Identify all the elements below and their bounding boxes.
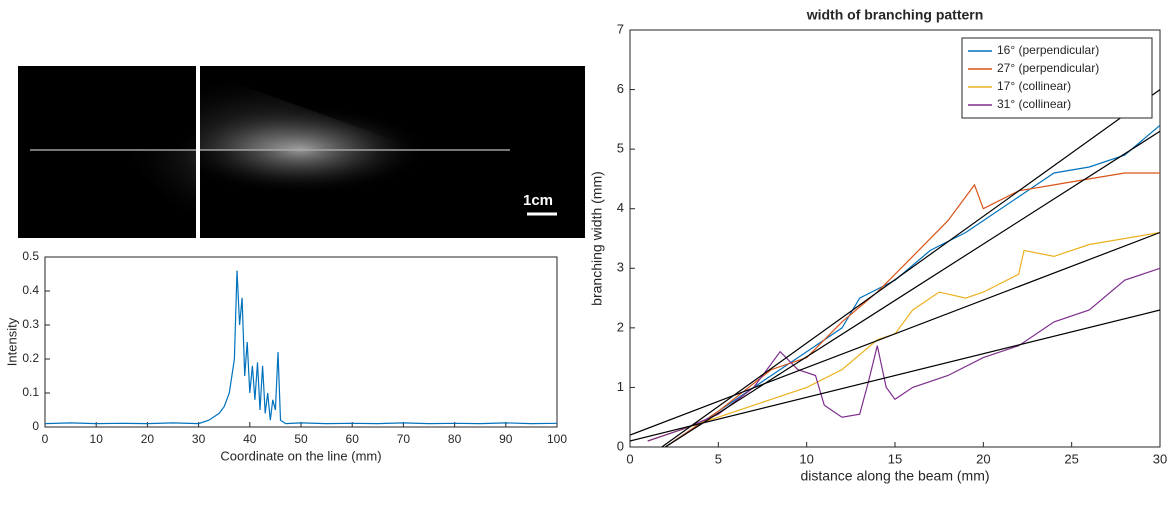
x-tick-label: 100	[547, 432, 567, 446]
x-tick-label: 40	[243, 432, 257, 446]
y-tick-label: 2	[617, 319, 624, 334]
axes-box	[44, 256, 558, 428]
x-tick-label: 25	[1064, 451, 1078, 466]
fit-line	[629, 231, 1161, 436]
y-tick-label: 0.4	[22, 283, 39, 297]
y-tick-label: 0	[32, 419, 39, 433]
y-tick-label: 3	[617, 260, 624, 275]
x-axis-label: Coordinate on the line (mm)	[220, 448, 381, 463]
x-tick-label: 30	[192, 432, 206, 446]
x-tick-label: 90	[499, 432, 513, 446]
x-tick-label: 50	[294, 432, 308, 446]
y-tick-label: 1	[617, 379, 624, 394]
data-line	[647, 267, 1161, 442]
photo: 1cm	[18, 66, 585, 238]
legend-box	[961, 37, 1153, 119]
x-tick-label: 10	[799, 451, 813, 466]
legend-label: 31° (collinear)	[997, 97, 1071, 111]
fit-line	[661, 89, 1161, 448]
y-axis-label: branching width (mm)	[589, 171, 605, 306]
scale-label: 1cm	[523, 192, 553, 209]
fit-line	[664, 130, 1161, 448]
y-axis-label: Intensity	[4, 317, 19, 366]
data-line	[664, 172, 1160, 448]
glow	[120, 70, 420, 235]
x-tick-label: 30	[1153, 451, 1167, 466]
y-tick-label: 0.5	[22, 249, 39, 263]
x-tick-label: 10	[90, 432, 104, 446]
x-tick-label: 70	[397, 432, 411, 446]
y-tick-label: 6	[617, 81, 624, 96]
y-tick-label: 0.1	[22, 385, 39, 399]
data-line	[664, 124, 1161, 448]
data-line	[44, 270, 558, 425]
x-tick-label: 60	[346, 432, 360, 446]
y-tick-label: 0.2	[22, 351, 39, 365]
x-tick-label: 5	[715, 451, 722, 466]
x-tick-label: 20	[141, 432, 155, 446]
legend-label: 16° (perpendicular)	[997, 43, 1099, 57]
x-tick-label: 0	[42, 432, 49, 446]
x-tick-label: 20	[976, 451, 990, 466]
legend-label: 27° (perpendicular)	[997, 61, 1099, 75]
y-tick-label: 7	[617, 21, 624, 36]
x-tick-label: 80	[448, 432, 462, 446]
y-tick-label: 0	[617, 438, 624, 453]
y-tick-label: 0.3	[22, 317, 39, 331]
y-tick-label: 5	[617, 141, 624, 156]
chart-title: width of branching pattern	[806, 7, 984, 23]
y-tick-label: 4	[617, 200, 624, 215]
x-tick-label: 0	[626, 451, 633, 466]
data-line	[647, 231, 1161, 442]
x-axis-label: distance along the beam (mm)	[800, 468, 989, 484]
fit-line	[629, 309, 1161, 442]
legend-label: 17° (collinear)	[997, 79, 1071, 93]
x-tick-label: 15	[888, 451, 902, 466]
